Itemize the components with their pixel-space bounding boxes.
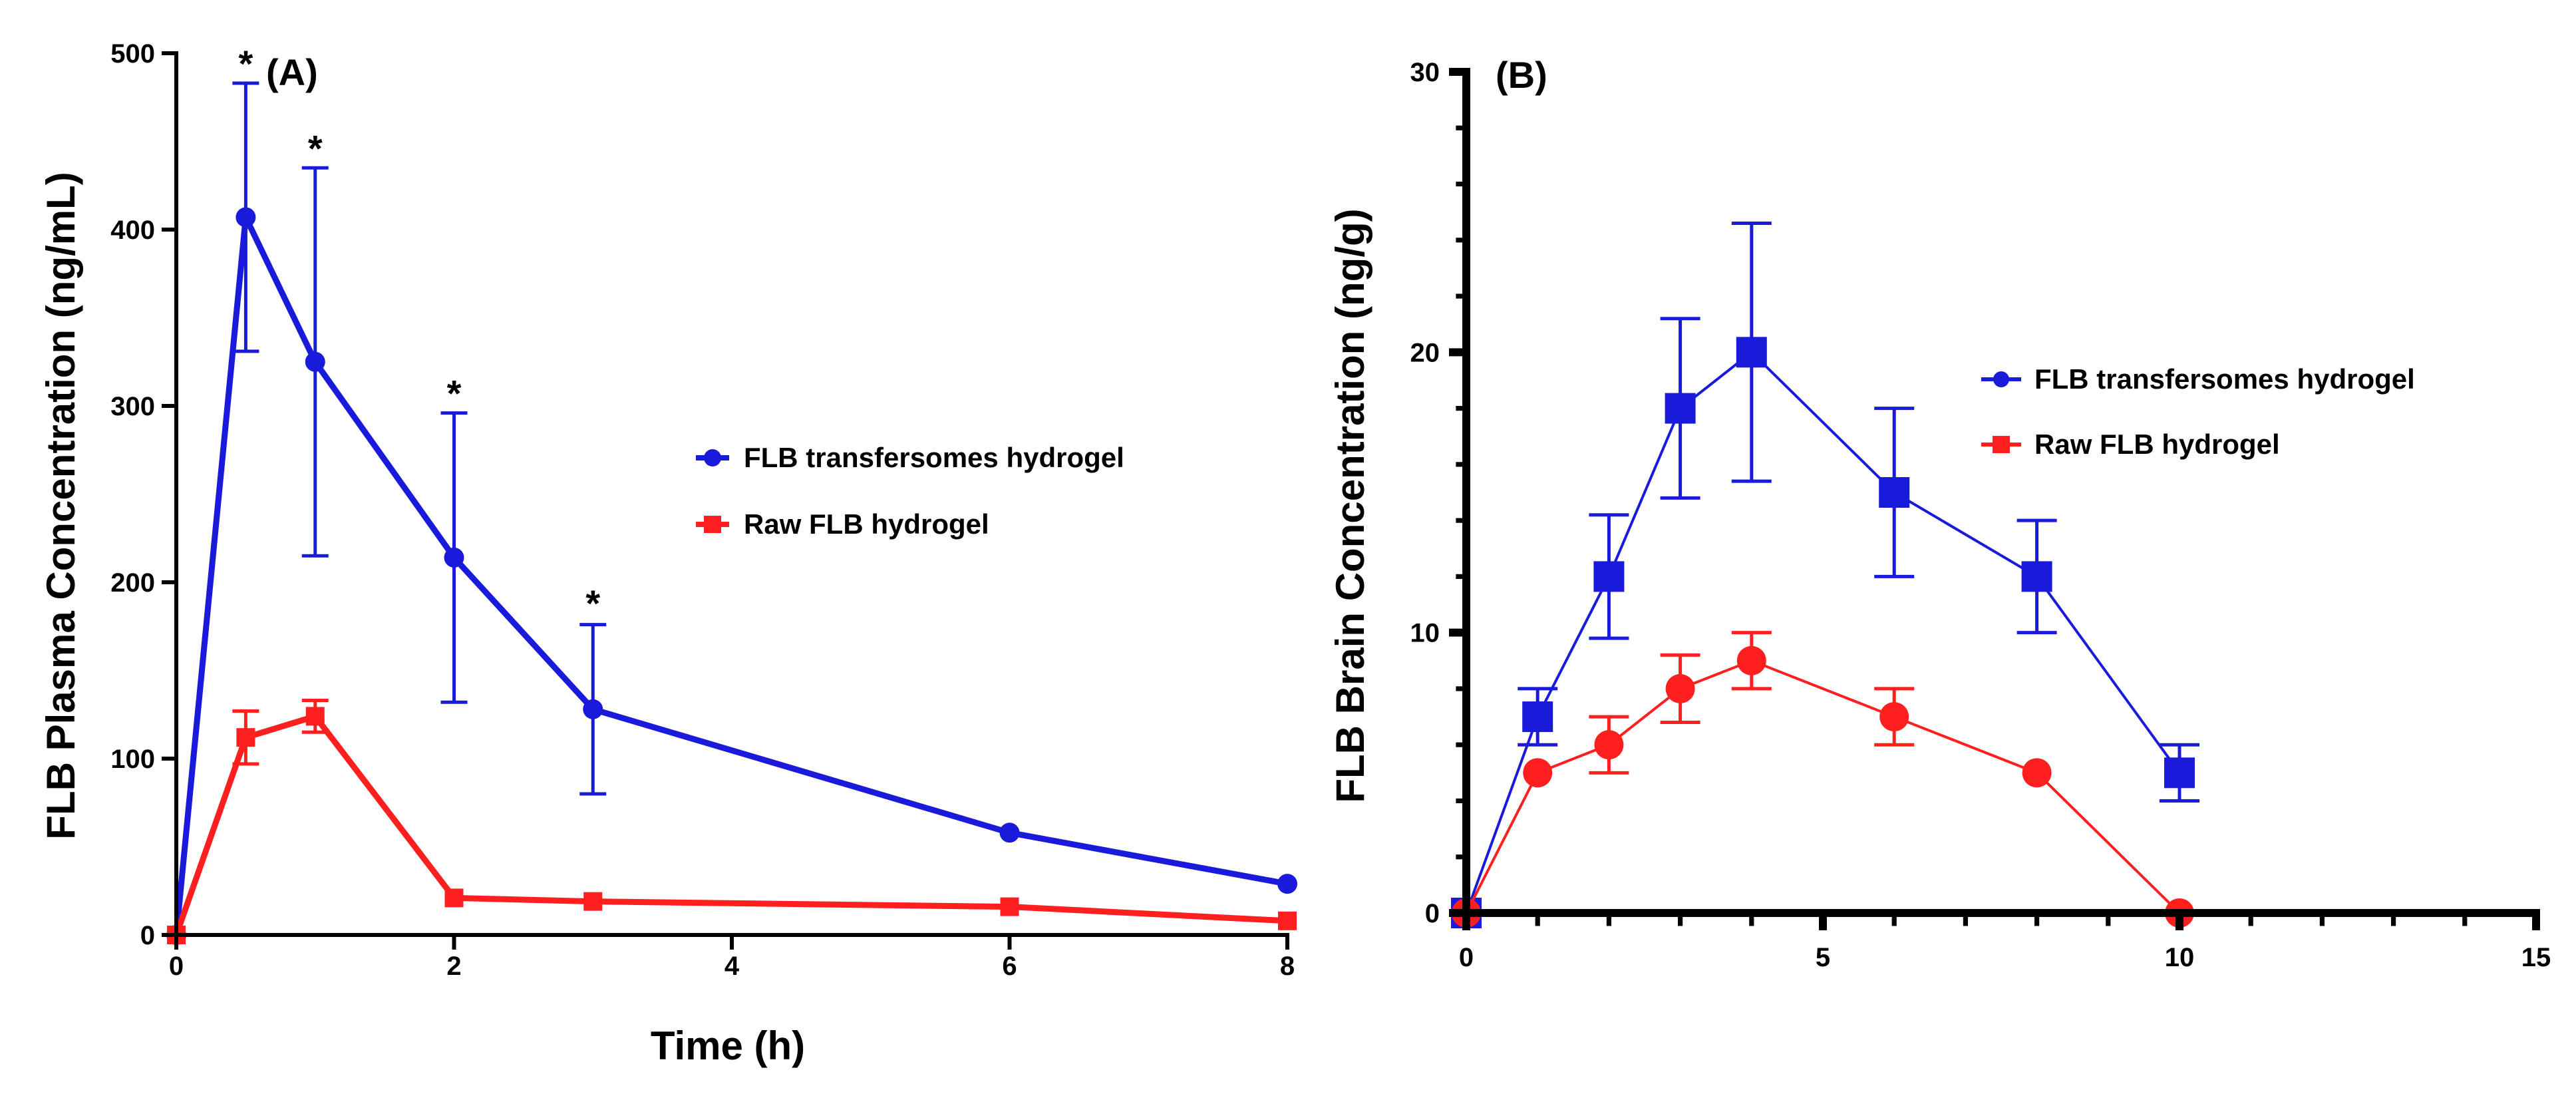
y-tick-label: 20 xyxy=(1410,338,1440,367)
x-tick-label: 8 xyxy=(1280,952,1295,981)
x-tick-label: 0 xyxy=(169,952,184,981)
series-line-transfersomes xyxy=(173,214,1288,936)
y-tick-label: 200 xyxy=(110,568,155,598)
data-point xyxy=(236,207,256,228)
significance-star: * xyxy=(585,582,600,624)
data-point xyxy=(583,892,603,911)
panel-a-series: * * * * xyxy=(166,43,1297,945)
panel-b-legend: FLB transfersomes hydrogel Raw FLB hydro… xyxy=(1981,363,2415,460)
legend-item-raw: Raw FLB hydrogel xyxy=(744,508,989,540)
y-tick-label: 0 xyxy=(140,921,155,950)
significance-star: * xyxy=(308,127,323,169)
panel-b-axes: 0 10 20 30 0 5 10 15 xyxy=(1410,58,2551,972)
data-point xyxy=(1277,874,1297,894)
series-line-transfersomes xyxy=(1465,351,2181,914)
panel-b-series xyxy=(1451,222,2199,928)
data-point xyxy=(1736,645,1766,675)
data-point xyxy=(1594,730,1624,760)
x-tick-label: 10 xyxy=(2165,943,2195,972)
y-tick-label: 30 xyxy=(1410,58,1440,87)
data-point xyxy=(2164,757,2195,789)
data-point xyxy=(444,547,464,568)
x-tick-label: 4 xyxy=(724,952,740,981)
data-point xyxy=(999,822,1020,843)
series-line-raw xyxy=(1465,659,2181,914)
data-point xyxy=(2021,561,2052,592)
y-tick-label: 300 xyxy=(110,392,155,421)
legend-marker-circle xyxy=(704,449,721,466)
data-point xyxy=(236,728,255,747)
data-point xyxy=(1736,337,1767,368)
legend-marker-circle xyxy=(1993,371,2009,387)
legend-item-transfersomes: FLB transfersomes hydrogel xyxy=(2034,363,2415,395)
x-tick-label: 5 xyxy=(1816,943,1830,972)
x-tick-label: 6 xyxy=(1002,952,1017,981)
data-point xyxy=(1665,673,1695,703)
panel-b-brain-chart: 0 10 20 30 0 5 10 15 (B) FLB Brain Concentratio… xyxy=(1328,54,2551,972)
data-point xyxy=(1522,701,1553,733)
y-tick-label: 400 xyxy=(110,216,155,245)
panel-a-legend: FLB transfersomes hydrogel Raw FLB hydro… xyxy=(696,442,1124,540)
data-point xyxy=(1593,561,1625,592)
panel-a-x-axis-title: Time (h) xyxy=(651,1023,805,1068)
panel-a-label: (A) xyxy=(266,51,318,93)
significance-star: * xyxy=(447,373,462,415)
data-point xyxy=(305,351,325,372)
significance-star: * xyxy=(238,43,253,85)
data-point xyxy=(1278,911,1297,930)
legend-marker-square xyxy=(704,516,721,533)
y-tick-label: 100 xyxy=(110,745,155,774)
data-point xyxy=(444,888,464,908)
panel-a-axes: 0 100 200 300 400 500 0 2 4 6 8 xyxy=(110,39,1295,981)
legend-item-raw: Raw FLB hydrogel xyxy=(2034,429,2280,460)
data-point xyxy=(1879,702,1909,732)
y-tick-label: 0 xyxy=(1425,899,1440,928)
data-point xyxy=(2022,758,2052,788)
x-tick-label: 15 xyxy=(2521,943,2551,972)
panel-b-y-axis-title: FLB Brain Concentration (ng/g) xyxy=(1328,208,1372,803)
data-point xyxy=(1665,393,1696,424)
y-tick-label: 10 xyxy=(1410,619,1440,648)
panel-b-label: (B) xyxy=(1496,54,1547,96)
legend-marker-square xyxy=(1993,436,2010,453)
x-tick-label: 0 xyxy=(1459,943,1474,972)
data-point xyxy=(305,707,325,726)
panel-a-y-axis-title: FLB Plasma Concentration (ng/mL) xyxy=(39,172,83,839)
data-point xyxy=(1000,897,1019,916)
data-point xyxy=(1879,477,1910,508)
legend-item-transfersomes: FLB transfersomes hydrogel xyxy=(744,442,1124,473)
y-tick-label: 500 xyxy=(110,39,155,69)
data-point xyxy=(583,699,603,719)
x-tick-label: 2 xyxy=(446,952,461,981)
data-point xyxy=(1523,758,1553,788)
